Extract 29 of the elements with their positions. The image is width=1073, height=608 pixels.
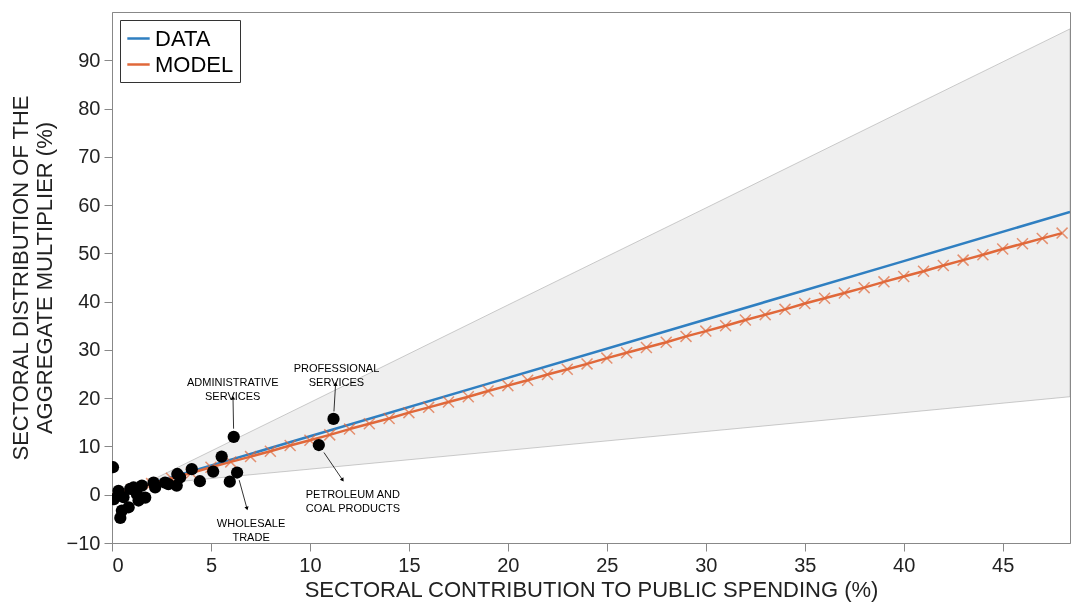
y-tick-label: 40	[78, 290, 101, 313]
legend-label: DATA	[155, 25, 211, 51]
y-axis-title: SECTORAL DISTRIBUTION OF THE AGGREGATE MULTIPLIER (%)	[7, 95, 57, 461]
y-tick-label: 70	[78, 145, 101, 168]
x-tick-label: 30	[695, 553, 718, 576]
x-tick-label: 10	[299, 553, 322, 576]
y-tick-label: 80	[78, 97, 101, 120]
x-tick-label: 15	[398, 553, 421, 576]
annotation: WHOLESALE TRADE	[216, 516, 286, 543]
x-axis-title: SECTORAL CONTRIBUTION TO PUBLIC SPENDING (%)	[304, 576, 879, 602]
x-tick-label: 20	[497, 553, 520, 576]
y-tick-label: 50	[78, 241, 101, 264]
x-tick-label: 35	[794, 553, 817, 576]
y-tick-label: 90	[78, 48, 101, 71]
y-tick-label: 10	[78, 434, 101, 457]
x-tick-label: 0	[112, 553, 124, 576]
x-tick-label: 25	[596, 553, 619, 576]
x-tick-label: 5	[205, 553, 218, 576]
y-tick-label: 0	[89, 483, 101, 506]
y-tick-label: 30	[78, 338, 101, 361]
x-tick-label: 45	[992, 553, 1015, 576]
y-tick-label: 20	[78, 386, 101, 409]
y-tick-label: −10	[66, 531, 101, 554]
legend-label: MODEL	[155, 51, 234, 77]
annotation: ADMINISTRATIVE SERVICES	[186, 375, 279, 402]
x-tick-label: 40	[893, 553, 916, 576]
y-tick-label: 60	[78, 193, 101, 216]
annotation: PROFESSIONAL SERVICES	[293, 361, 380, 388]
annotation: PETROLEUM AND COAL PRODUCTS	[305, 488, 400, 515]
